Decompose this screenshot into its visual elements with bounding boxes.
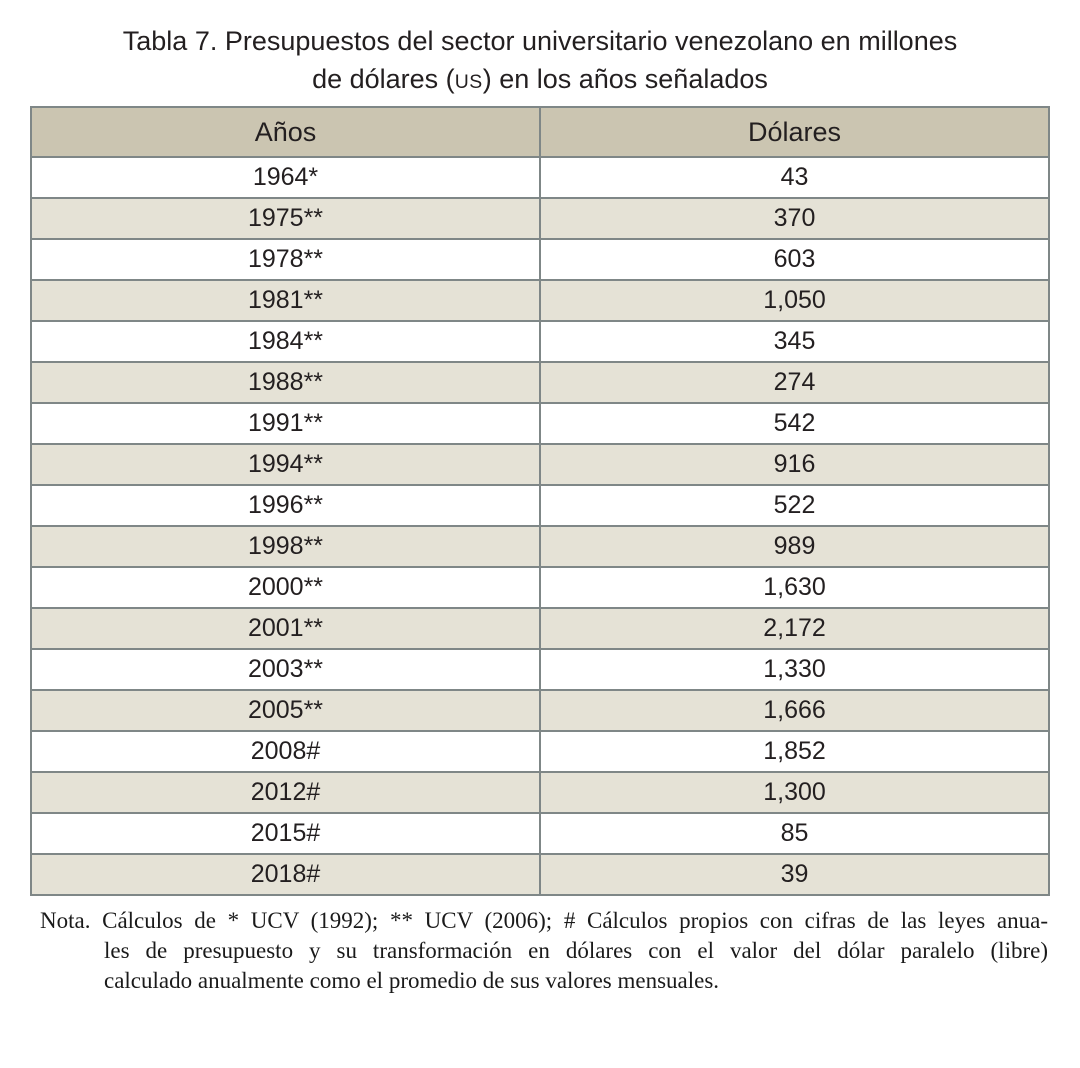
value-cell: 1,666 xyxy=(539,689,1050,732)
value-cell: 2,172 xyxy=(539,607,1050,650)
table-row: 1996** 522 xyxy=(30,484,1050,527)
note-line: Nota. Cálculos de * UCV (1992); ** UCV (… xyxy=(40,908,1048,933)
table-body: 1964* 43 1975** 370 1978** 603 1981** 1,050 1984… xyxy=(30,156,1050,896)
table-row: 2008# 1,852 xyxy=(30,730,1050,773)
value-cell: 989 xyxy=(539,525,1050,568)
table-row: 2012# 1,300 xyxy=(30,771,1050,814)
year-cell: 2005** xyxy=(30,689,541,732)
table-row: 1964* 43 xyxy=(30,156,1050,199)
year-cell: 2015# xyxy=(30,812,541,855)
table-title-line1: Tabla 7. Presupuestos del sector univers… xyxy=(122,26,958,56)
table-row: 1978** 603 xyxy=(30,238,1050,281)
year-cell: 1975** xyxy=(30,197,541,240)
value-cell: 1,852 xyxy=(539,730,1050,773)
header-row: Años Dólares xyxy=(30,106,1050,158)
table-row: 1975** 370 xyxy=(30,197,1050,240)
year-cell: 2003** xyxy=(30,648,541,691)
note-line: calculado anualmente como el promedio de… xyxy=(104,968,720,993)
year-cell: 1991** xyxy=(30,402,541,445)
year-cell: 1981** xyxy=(30,279,541,322)
header-cell-dollars: Dólares xyxy=(539,106,1050,158)
budget-table: Años Dólares 1964* 43 1975** 370 1978** 603 19… xyxy=(30,106,1050,896)
value-cell: 1,630 xyxy=(539,566,1050,609)
value-cell: 542 xyxy=(539,402,1050,445)
value-cell: 345 xyxy=(539,320,1050,363)
header-cell-years: Años xyxy=(30,106,541,158)
table-row: 2001** 2,172 xyxy=(30,607,1050,650)
year-cell: 2018# xyxy=(30,853,541,896)
table-row: 2015# 85 xyxy=(30,812,1050,855)
note: Nota. Cálculos de * UCV (1992); ** UCV (… xyxy=(40,906,1048,996)
table-row: 1994** 916 xyxy=(30,443,1050,486)
value-cell: 1,050 xyxy=(539,279,1050,322)
value-cell: 916 xyxy=(539,443,1050,486)
value-cell: 370 xyxy=(539,197,1050,240)
value-cell: 274 xyxy=(539,361,1050,404)
table-row: 2003** 1,330 xyxy=(30,648,1050,691)
year-cell: 2000** xyxy=(30,566,541,609)
small-caps-us: US xyxy=(454,71,483,93)
year-cell: 2008# xyxy=(30,730,541,773)
value-cell: 1,300 xyxy=(539,771,1050,814)
table-row: 1998** 989 xyxy=(30,525,1050,568)
table-title: Tabla 7. Presupuestos del sector univers… xyxy=(0,0,1080,101)
year-cell: 1994** xyxy=(30,443,541,486)
table-row: 1981** 1,050 xyxy=(30,279,1050,322)
year-cell: 1996** xyxy=(30,484,541,527)
year-cell: 1998** xyxy=(30,525,541,568)
table-row: 2018# 39 xyxy=(30,853,1050,896)
table-row: 1984** 345 xyxy=(30,320,1050,363)
table-row: 1988** 274 xyxy=(30,361,1050,404)
table-row: 1991** 542 xyxy=(30,402,1050,445)
year-cell: 1964* xyxy=(30,156,541,199)
value-cell: 85 xyxy=(539,812,1050,855)
value-cell: 43 xyxy=(539,156,1050,199)
value-cell: 522 xyxy=(539,484,1050,527)
table-row: 2000** 1,630 xyxy=(30,566,1050,609)
note-line: les de presupuesto y su transformación e… xyxy=(104,938,1048,963)
value-cell: 39 xyxy=(539,853,1050,896)
year-cell: 1978** xyxy=(30,238,541,281)
value-cell: 1,330 xyxy=(539,648,1050,691)
year-cell: 2012# xyxy=(30,771,541,814)
table-row: 2005** 1,666 xyxy=(30,689,1050,732)
year-cell: 2001** xyxy=(30,607,541,650)
table-title-line2: de dólares (US) en los años señalados xyxy=(312,64,768,94)
year-cell: 1988** xyxy=(30,361,541,404)
year-cell: 1984** xyxy=(30,320,541,363)
value-cell: 603 xyxy=(539,238,1050,281)
